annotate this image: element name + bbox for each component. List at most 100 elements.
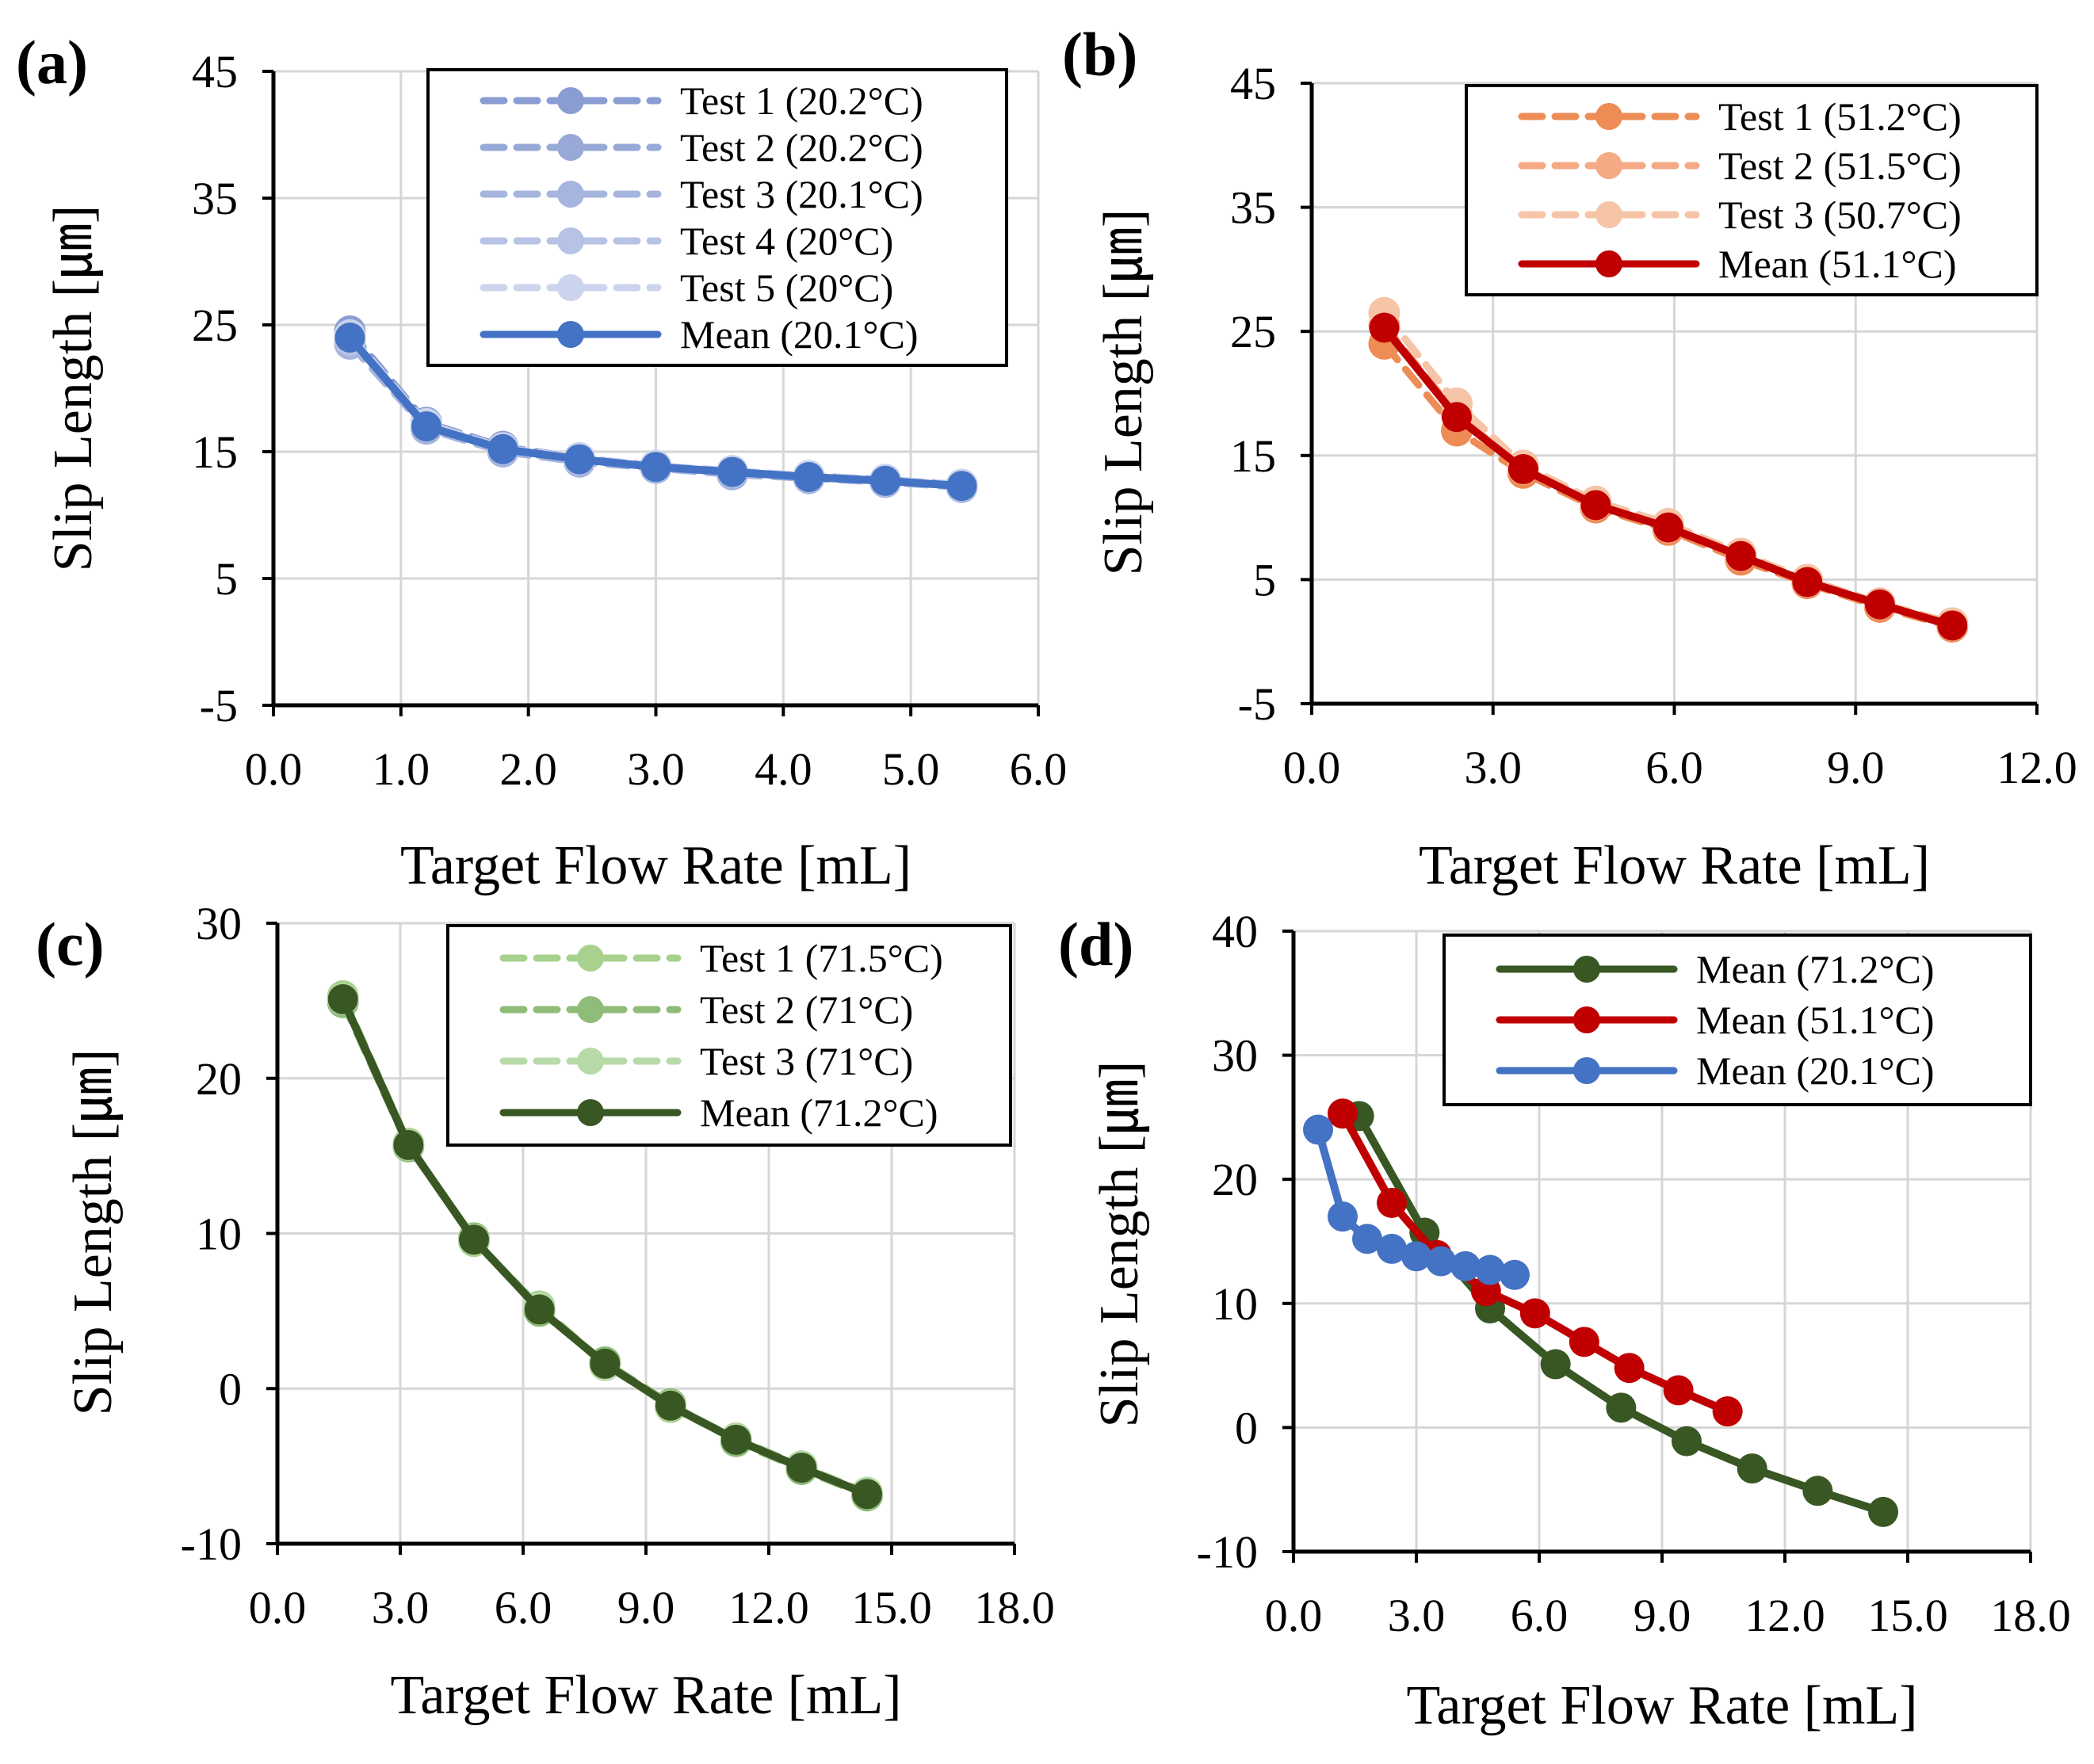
data-point: [1377, 1233, 1407, 1264]
data-point: [1328, 1201, 1358, 1232]
series-1: [1328, 1098, 1743, 1427]
data-point: [786, 1453, 817, 1483]
y-tick-label: 45: [1230, 58, 1276, 109]
y-tick-label: 0: [219, 1363, 242, 1415]
legend-label: Mean (51.1°C): [1696, 998, 1935, 1042]
legend-label: Test 2 (20.2°C): [680, 125, 923, 170]
y-tick-label: 5: [1253, 554, 1276, 605]
legend-marker: [557, 321, 584, 348]
data-point: [1369, 312, 1400, 343]
legend-marker: [1573, 1057, 1600, 1084]
x-tick-label: 6.0: [495, 1582, 552, 1633]
series-5: [334, 323, 977, 502]
x-axis-title: Target Flow Rate [mL]: [1406, 1675, 1917, 1736]
data-point: [1377, 1187, 1407, 1218]
y-tick-label: 35: [1230, 182, 1276, 234]
legend: Mean (71.2°C) Mean (51.1°C) Mean (20.1°C): [1442, 934, 2032, 1106]
x-tick-label: 0.0: [1283, 742, 1341, 793]
data-point: [411, 411, 441, 441]
x-tick-label: 3.0: [372, 1582, 430, 1633]
y-tick-label: 25: [1230, 306, 1276, 357]
data-point: [717, 456, 747, 487]
series-3: [1369, 312, 1968, 641]
data-point: [1475, 1254, 1505, 1285]
y-tick-label: 15: [192, 426, 238, 478]
legend: Test 1 (51.2°C)Test 2 (51.5°C) Test 3 (50…: [1465, 84, 2039, 296]
legend-marker: [557, 227, 584, 254]
y-tick-label: 45: [192, 46, 238, 97]
x-axis-title: Target Flow Rate [mL]: [1419, 835, 1930, 896]
data-point: [1450, 1250, 1481, 1281]
data-point: [1507, 454, 1538, 485]
x-axis-title: Target Flow Rate [mL]: [390, 1665, 901, 1726]
x-tick-label: 18.0: [1990, 1590, 2071, 1641]
data-point: [327, 983, 358, 1014]
legend-marker: [577, 1048, 604, 1075]
chart-panel-2: 0.0 3.0 6.0 9.0 12.0 15.0 18.0 -10 0 10 20 30 (c) Tar…: [36, 898, 1055, 1726]
legend-label: Test 1 (71.5°C): [700, 936, 943, 980]
legend-label: Test 2 (51.5°C): [1718, 143, 1962, 188]
x-tick-label: 3.0: [1465, 742, 1523, 793]
legend-label: Mean (20.1°C): [1696, 1048, 1935, 1093]
legend-label: Test 1 (20.2°C): [680, 78, 923, 123]
series-line: [1381, 309, 1956, 627]
series-2: [1368, 296, 1969, 640]
data-point: [1569, 1327, 1599, 1357]
x-tick-label: 5.0: [882, 743, 940, 795]
y-axis-title: Slip Length [㎛]: [63, 1049, 124, 1416]
y-tick-label: 10: [196, 1208, 242, 1260]
data-point: [870, 465, 900, 496]
data-point: [1580, 490, 1611, 521]
series-line: [1355, 1112, 1887, 1516]
chart-panel-1: 0.0 3.0 6.0 9.0 12.0 -5 5 15 25 35 45 (b) Target Flo…: [1062, 20, 2077, 896]
panel-label: (c): [36, 910, 105, 979]
x-tick-label: 15.0: [1867, 1590, 1948, 1641]
data-point: [1792, 567, 1823, 598]
data-point: [1672, 1426, 1702, 1457]
y-tick-label: 40: [1212, 906, 1258, 957]
legend-label: Test 3 (20.1°C): [680, 172, 923, 216]
x-tick-label: 1.0: [373, 743, 430, 795]
data-point: [1663, 1375, 1694, 1406]
legend-label: Mean (71.2°C): [1696, 947, 1935, 991]
y-tick-label: -10: [1197, 1526, 1258, 1578]
data-point: [1500, 1259, 1530, 1290]
legend: Test 1 (71.5°C) Test 2 (71°C) Test 3 (71°C…: [446, 924, 1012, 1147]
data-point: [524, 1294, 555, 1325]
data-point: [1937, 610, 1968, 641]
series-2: [1303, 1114, 1530, 1290]
legend-box: [1465, 84, 2039, 296]
panel-label: (b): [1062, 20, 1137, 89]
legend-marker: [557, 87, 584, 114]
chart-panel-0: 0.0 1.0 2.0 3.0 4.0 5.0 6.0 -5 5 15 25 35 45 (a) Targe…: [16, 28, 1067, 896]
y-tick-label: 25: [192, 300, 238, 351]
series-line: [1380, 323, 1957, 630]
data-point: [1864, 589, 1895, 620]
series-line: [1381, 340, 1956, 631]
y-tick-label: 20: [1212, 1154, 1258, 1205]
x-axis-title: Target Flow Rate [mL]: [400, 835, 911, 896]
data-point: [1737, 1453, 1767, 1484]
data-point: [640, 452, 671, 483]
y-tick-label: 0: [1235, 1402, 1258, 1453]
y-tick-label: 5: [215, 553, 238, 605]
data-point: [1614, 1353, 1645, 1384]
x-tick-label: 0.0: [1265, 1590, 1323, 1641]
x-tick-label: 3.0: [1388, 1590, 1446, 1641]
x-tick-label: 18.0: [974, 1582, 1055, 1633]
data-point: [655, 1390, 686, 1421]
legend-marker: [577, 1099, 604, 1126]
x-tick-label: 9.0: [617, 1582, 675, 1633]
legend-label: Mean (51.1°C): [1718, 242, 1957, 286]
data-point: [946, 471, 977, 502]
y-tick-label: 30: [1212, 1030, 1258, 1082]
legend-marker: [577, 945, 604, 972]
x-tick-label: 2.0: [499, 743, 557, 795]
legend-marker: [1595, 201, 1622, 228]
x-tick-label: 0.0: [249, 1582, 307, 1633]
data-point: [1653, 512, 1683, 543]
x-tick-label: 15.0: [851, 1582, 932, 1633]
x-tick-label: 12.0: [1997, 742, 2077, 793]
legend-label: Test 5 (20°C): [680, 265, 893, 310]
